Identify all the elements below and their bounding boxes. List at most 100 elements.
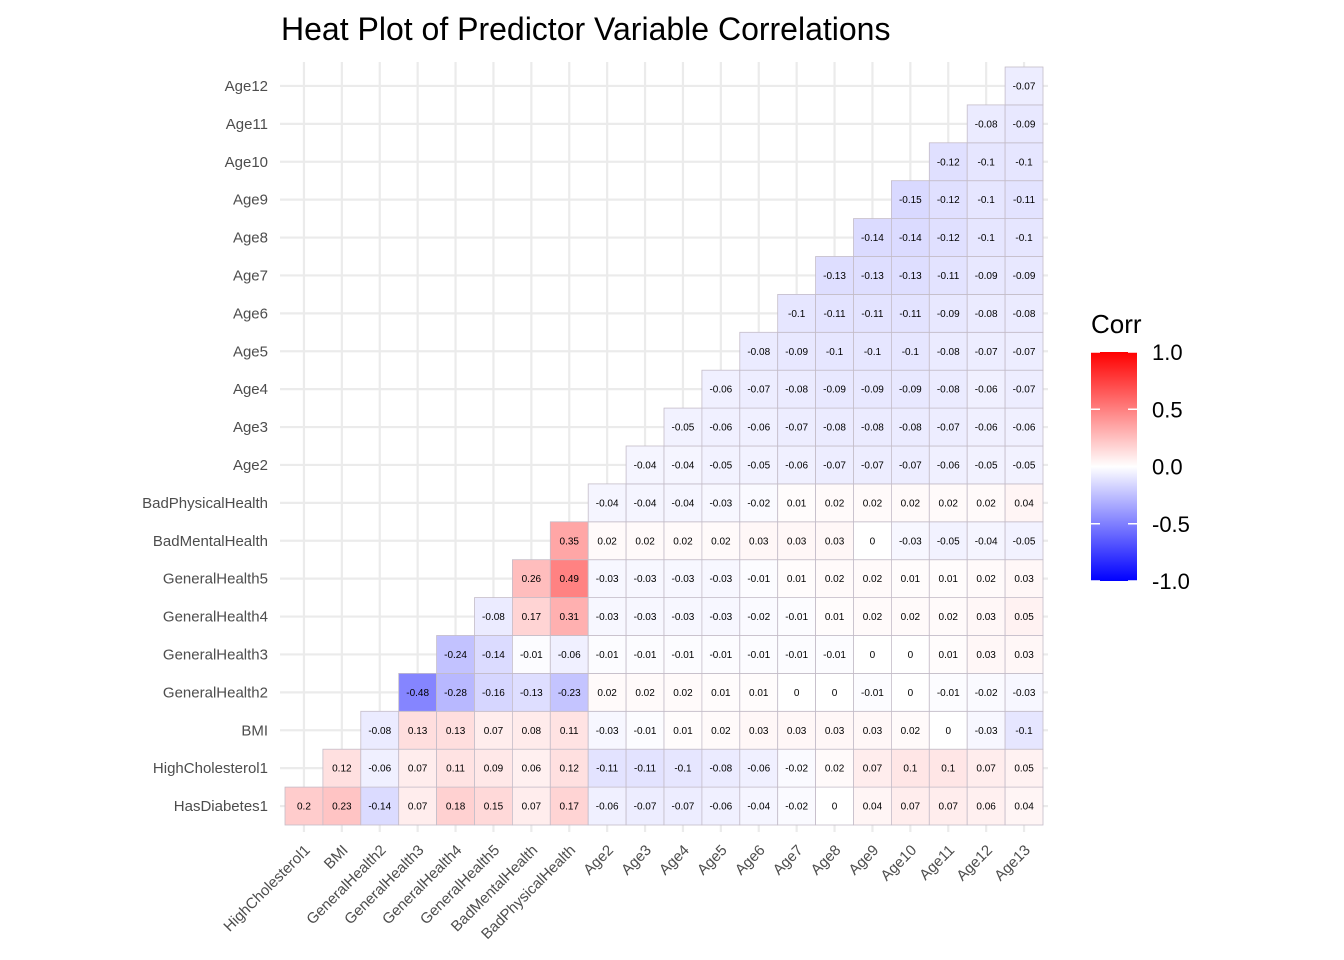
cell-value-label: -0.06: [975, 385, 998, 396]
heatmap-cell: [587, 597, 627, 636]
cell-value-label: 0.31: [560, 612, 580, 623]
heatmap-cell: [512, 597, 551, 636]
heatmap-cell: [663, 521, 703, 561]
cell-value-label: -0.01: [520, 650, 543, 661]
heatmap-cell: [1004, 673, 1044, 712]
x-tick-label: Age7: [770, 842, 807, 879]
heatmap-cell: [1004, 180, 1044, 219]
x-tick-label: Age11: [916, 842, 958, 884]
cell-value-label: -0.03: [899, 536, 922, 547]
cell-value-label: 0.03: [749, 536, 769, 547]
y-tick-label: BadPhysicalHealth: [142, 495, 268, 512]
heatmap-cell: [891, 445, 930, 485]
y-tick-label: GeneralHealth5: [163, 571, 268, 588]
heatmap-cell: [853, 521, 892, 561]
cell-value-label: -0.05: [1013, 536, 1036, 547]
cell-value-label: -0.13: [861, 271, 884, 282]
cell-value-label: -0.04: [747, 802, 770, 813]
heatmap-cell: [891, 369, 930, 409]
cell-value-label: 0.02: [825, 764, 845, 775]
y-tick-label: Age7: [233, 267, 268, 284]
cell-value-label: -0.14: [861, 233, 884, 244]
legend-tick-label: -0.5: [1152, 512, 1190, 537]
heatmap-cell: [815, 369, 854, 409]
cell-value-label: -0.23: [558, 688, 581, 699]
cell-value-label: 0.23: [332, 802, 352, 813]
cell-value-label: -0.1: [978, 157, 996, 168]
heatmap-cell: [815, 483, 854, 523]
cell-value-label: -0.05: [1013, 460, 1036, 471]
heatmap-cell: [512, 748, 551, 788]
heatmap-cell: [512, 710, 551, 750]
heatmap-cell: [1004, 483, 1044, 523]
x-tick-label: Age13: [991, 842, 1034, 885]
cell-value-label: 0.03: [1014, 574, 1034, 585]
heatmap-cell: [739, 407, 779, 447]
heatmap-cell: [663, 559, 703, 599]
heatmap-cell: [1004, 559, 1044, 599]
heatmap-cell: [663, 635, 703, 674]
cell-value-label: -0.08: [899, 423, 922, 434]
cell-value-label: -0.09: [1013, 119, 1036, 130]
heatmap-cell: [928, 635, 968, 674]
cell-value-label: -0.01: [634, 650, 657, 661]
cell-value-label: 0.17: [560, 802, 580, 813]
cell-value-label: -0.1: [864, 347, 882, 358]
cell-value-label: 0.02: [711, 726, 731, 737]
heatmap-cell: [777, 559, 817, 599]
cell-value-label: -0.08: [368, 726, 391, 737]
cell-value-label: 0.11: [560, 726, 579, 737]
heatmap-cell: [739, 597, 779, 636]
cell-value-label: 0.02: [673, 536, 693, 547]
x-tick-label: HighCholesterol1: [220, 842, 313, 935]
heatmap-cell: [663, 597, 703, 636]
cell-value-label: -0.14: [368, 802, 391, 813]
cell-value-label: -0.08: [937, 347, 960, 358]
cell-value-label: -0.12: [937, 157, 960, 168]
heatmap-cell: [625, 559, 665, 599]
cell-value-label: -0.02: [785, 764, 808, 775]
cell-value-label: -0.07: [823, 460, 846, 471]
cell-value-label: -0.05: [672, 423, 695, 434]
heatmap-cell: [777, 597, 817, 636]
heatmap-cell: [512, 559, 551, 599]
cell-value-label: 0.35: [560, 536, 580, 547]
heatmap-cell: [966, 521, 1006, 561]
heatmap-cell: [891, 673, 930, 712]
cell-value-label: -0.09: [937, 309, 960, 320]
heatmap-cell: [587, 786, 627, 826]
cell-value-label: -0.01: [747, 650, 770, 661]
legend: Corr 1.0 0.5 0.0 -0.5 -1.0: [1091, 309, 1190, 594]
y-tick-label: Age11: [226, 116, 268, 133]
heatmap-cell: [928, 407, 968, 447]
cell-value-label: 0.02: [939, 612, 959, 623]
cell-value-label: 0.26: [522, 574, 542, 585]
cell-value-label: 0: [832, 802, 838, 813]
heatmap-cell: [815, 673, 854, 712]
legend-tick-label: 0.5: [1152, 397, 1183, 422]
heatmap-cell: [663, 710, 703, 750]
heatmap-cell: [966, 180, 1006, 219]
heatmap-cell: [966, 559, 1006, 599]
cell-value-label: 0.01: [787, 574, 807, 585]
heatmap-cell: [1004, 66, 1044, 106]
heatmap-cell: [777, 673, 817, 712]
heatmap-cell: [777, 445, 817, 485]
cell-value-label: -0.04: [975, 536, 998, 547]
cell-value-label: 0: [908, 688, 914, 699]
heatmap-cell: [398, 786, 438, 826]
heatmap-cell: [966, 369, 1006, 409]
legend-ticks: 1.0 0.5 0.0 -0.5 -1.0: [1091, 340, 1190, 594]
cell-value-label: -0.01: [823, 650, 846, 661]
x-tick-label: Age5: [694, 842, 731, 879]
cell-value-label: 0.02: [597, 688, 617, 699]
cell-value-label: 0.03: [787, 726, 807, 737]
heatmap-cell: [853, 559, 892, 599]
cell-value-label: 0.03: [825, 536, 845, 547]
heatmap-cell: [891, 635, 930, 674]
heatmap-cell: [701, 407, 741, 447]
cell-value-label: -0.01: [785, 650, 808, 661]
heatmap-cell: [436, 710, 475, 750]
cell-value-label: 0.01: [901, 574, 921, 585]
heatmap-cell: [966, 256, 1006, 295]
